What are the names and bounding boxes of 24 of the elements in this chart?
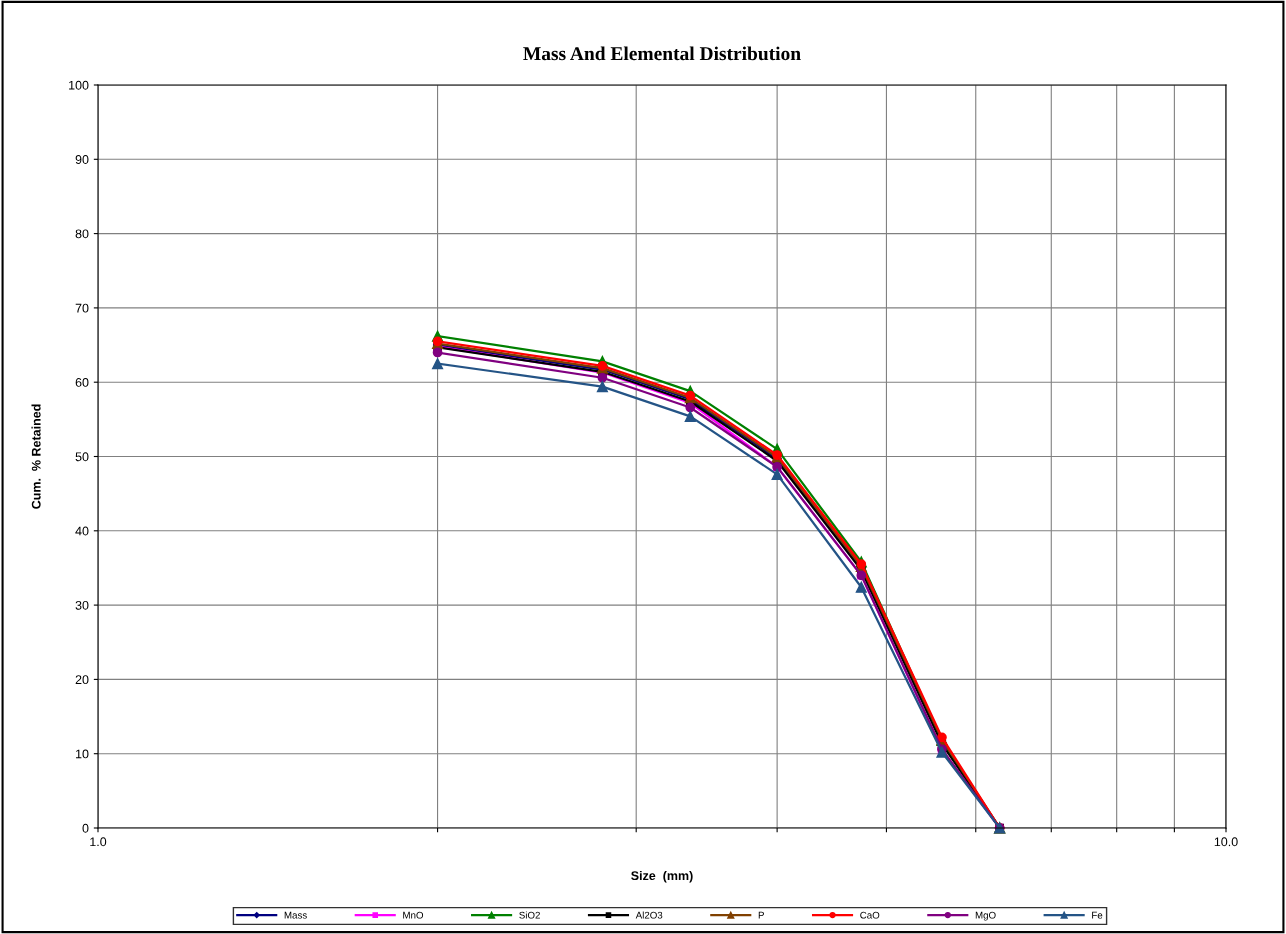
- legend-label: MgO: [975, 911, 996, 921]
- y-tick-label: 100: [69, 80, 89, 90]
- y-tick-label: 90: [75, 155, 89, 164]
- legend-label: SiO2: [519, 911, 540, 919]
- legend-label: P: [758, 911, 764, 919]
- y-tick-label: 10: [76, 749, 89, 759]
- y-tick-label: 40: [75, 526, 89, 536]
- y-tick-label: 60: [75, 378, 89, 387]
- y-tick-label: 20: [75, 675, 89, 685]
- legend-label: Al2O3: [635, 911, 663, 919]
- legend-label: Mass: [284, 911, 307, 919]
- y-tick-label: 50: [75, 452, 89, 462]
- legend-label: MnO: [403, 911, 424, 919]
- y-tick-label: 30: [75, 600, 89, 610]
- y-axis-title: Cum. % Retained: [31, 404, 41, 509]
- chart-title: Mass And Elemental Distribution: [523, 46, 801, 61]
- y-tick-label: 80: [75, 229, 89, 239]
- x-tick-label: 1.0: [90, 837, 107, 847]
- x-axis-title: Size (mm): [631, 870, 693, 883]
- y-tick-label: 0: [82, 823, 89, 833]
- legend-label: Fe: [1092, 911, 1103, 919]
- legend-label: CaO: [860, 911, 880, 919]
- y-tick-label: 70: [75, 303, 89, 313]
- x-tick-label: 10.0: [1214, 837, 1238, 847]
